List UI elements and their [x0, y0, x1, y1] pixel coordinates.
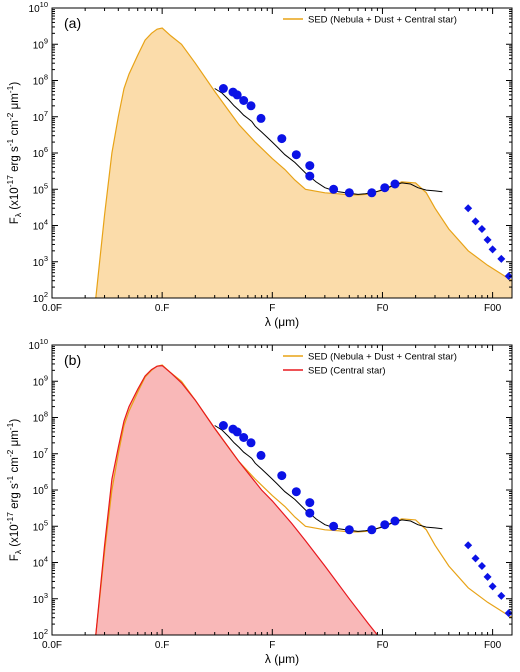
x-tick-label: 0.0F — [42, 640, 62, 651]
y-tick-label: 1010 — [29, 0, 48, 15]
x-tick-label: F — [269, 303, 275, 314]
y-tick-label: 102 — [33, 290, 48, 305]
photometry-point — [239, 96, 249, 105]
y-tick-label: 106 — [33, 145, 48, 160]
y-tick-label: 105 — [33, 518, 48, 533]
photometry-point — [464, 204, 473, 213]
photometry-point — [239, 433, 249, 442]
photometry-point — [380, 520, 390, 530]
photometry-point — [256, 113, 266, 123]
photometry-point — [329, 521, 339, 531]
legend-entry: SED (Nebula + Dust + Central star) — [308, 352, 457, 363]
photometry-point — [464, 541, 473, 550]
x-tick-label: F0 — [377, 640, 389, 651]
x-tick-label: F00 — [484, 303, 502, 314]
y-tick-label: 102 — [33, 627, 48, 642]
y-tick-label: 107 — [33, 446, 48, 461]
chart-panel-a: 102 103 104 105 106 107 108 109 1010 0.0F 0.F F F0 F0… — [5, 0, 513, 329]
sed-total-line — [95, 27, 512, 298]
photometry-point — [367, 188, 377, 198]
y-tick-label: 104 — [33, 555, 48, 570]
y-tick-label: 104 — [33, 218, 48, 233]
photometry-point — [305, 161, 315, 171]
photometry-point — [488, 582, 497, 591]
y-tick-label: 103 — [33, 591, 48, 606]
photometry-point — [497, 591, 506, 600]
y-tick-label: 109 — [33, 373, 48, 388]
y-tick-label: 103 — [33, 254, 48, 269]
plot-area — [95, 27, 512, 298]
photometry-point — [477, 225, 486, 234]
photometry-point — [305, 508, 315, 518]
photometry-point — [305, 171, 315, 181]
photometry-point — [471, 217, 480, 226]
y-tick-label: 107 — [33, 109, 48, 124]
y-tick-label: 1010 — [29, 337, 48, 352]
x-tick-label: 0.F — [155, 640, 169, 651]
x-axis-label: λ (μm) — [265, 652, 299, 666]
photometry-point — [504, 609, 512, 618]
y-tick-label: 105 — [33, 181, 48, 196]
photometry-point — [246, 101, 256, 111]
y-tick-label: 109 — [33, 36, 48, 51]
photometry-point — [380, 183, 390, 193]
y-tick-label: 106 — [33, 482, 48, 497]
photometry-point — [390, 516, 400, 526]
x-tick-label: 0.F — [155, 303, 169, 314]
photometry-point — [504, 272, 512, 281]
photometry-point — [329, 184, 339, 194]
sed-star-fill — [95, 365, 378, 635]
photometry-point — [344, 525, 354, 535]
legend-entry: SED (Nebula + Dust + Central star) — [308, 15, 457, 26]
photometry-point — [344, 188, 354, 198]
legend-entry: SED (Central star) — [308, 366, 386, 377]
x-tick-label: F — [269, 640, 275, 651]
sed-star-line — [95, 364, 378, 635]
photometry-point — [291, 487, 301, 497]
photometry-point — [232, 427, 242, 437]
plot-area — [95, 364, 512, 635]
photometry-point — [218, 421, 228, 430]
x-tick-label: F0 — [377, 303, 389, 314]
photometry-point — [483, 572, 492, 581]
photometry-point — [277, 471, 287, 481]
photometry-point — [256, 450, 266, 460]
x-axis-label: λ (μm) — [265, 315, 299, 329]
panel-label: (b) — [64, 352, 81, 368]
y-axis-label: Fλ (x10-17 erg s-1 cm-2 μm-1) — [5, 419, 23, 562]
panel-label: (a) — [64, 15, 81, 31]
y-tick-label: 108 — [33, 73, 48, 88]
sed-total-fill — [95, 28, 512, 298]
photometry-point — [367, 525, 377, 535]
photometry-point — [488, 245, 497, 254]
y-axis-label: Fλ (x10-17 erg s-1 cm-2 μm-1) — [5, 82, 23, 225]
x-tick-label: F00 — [484, 640, 502, 651]
photometry-point — [305, 498, 315, 508]
photometry-point — [246, 438, 256, 448]
photometry-point — [218, 84, 228, 93]
photometry-point — [232, 90, 242, 100]
x-tick-label: 0.0F — [42, 303, 62, 314]
sed-total-line — [95, 364, 512, 635]
photometry-point — [390, 179, 400, 189]
photometry-point — [291, 150, 301, 160]
photometry-point — [277, 134, 287, 144]
photometry-point — [497, 254, 506, 263]
y-tick-label: 108 — [33, 410, 48, 425]
photometry-point — [483, 235, 492, 244]
chart-panel-b: 102 103 104 105 106 107 108 109 1010 0.0F 0.F F F0 F0… — [5, 337, 513, 666]
photometry-point — [477, 562, 486, 571]
photometry-point — [471, 554, 480, 563]
